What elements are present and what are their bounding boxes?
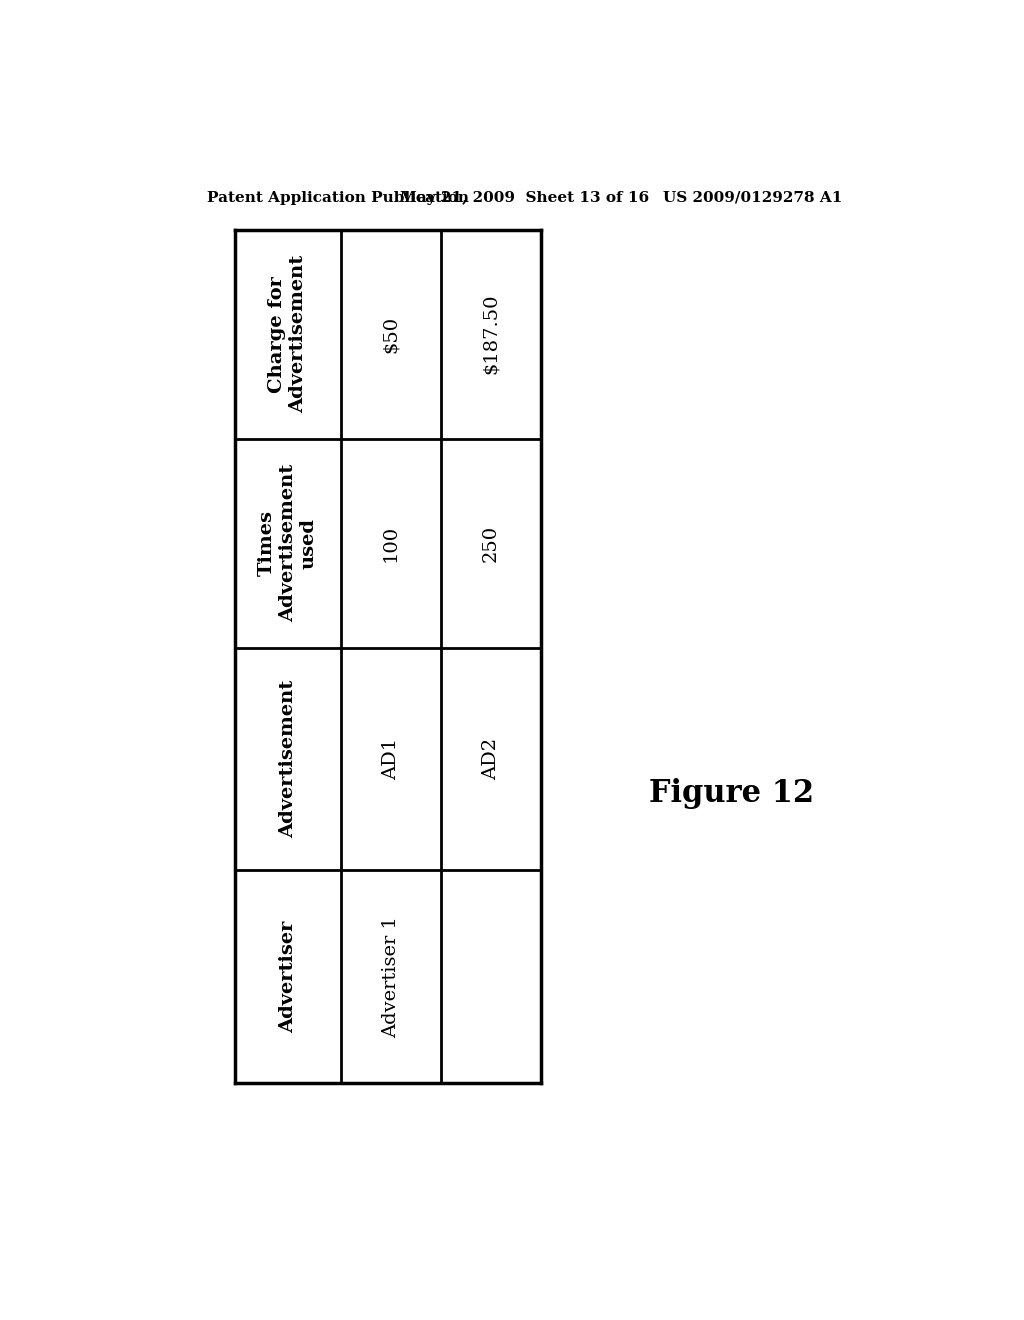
Text: May 21, 2009  Sheet 13 of 16: May 21, 2009 Sheet 13 of 16	[400, 191, 649, 205]
Text: Patent Application Publication: Patent Application Publication	[207, 191, 469, 205]
Text: Times
Advertisement
used: Times Advertisement used	[258, 465, 317, 623]
Text: Advertiser: Advertiser	[279, 920, 297, 1032]
Text: 250: 250	[481, 525, 500, 562]
Text: AD2: AD2	[481, 738, 500, 780]
Text: 100: 100	[382, 525, 399, 562]
Text: $50: $50	[382, 315, 399, 352]
Text: Advertisement: Advertisement	[279, 680, 297, 838]
Text: US 2009/0129278 A1: US 2009/0129278 A1	[663, 191, 842, 205]
Text: Advertiser 1: Advertiser 1	[382, 916, 399, 1038]
Text: Figure 12: Figure 12	[648, 779, 814, 809]
Text: AD1: AD1	[382, 738, 399, 780]
Text: Charge for
Advertisement: Charge for Advertisement	[268, 255, 307, 413]
Text: $187.50: $187.50	[481, 294, 500, 375]
